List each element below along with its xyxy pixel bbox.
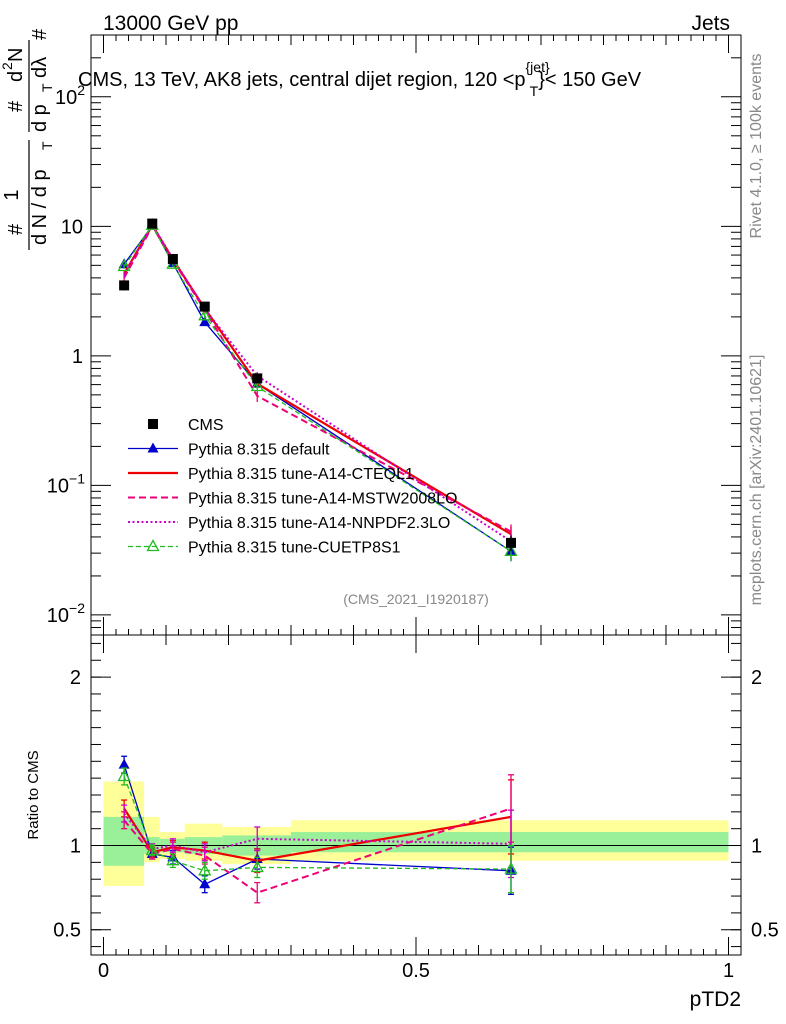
main-point-cms — [506, 537, 516, 548]
ylabel-N: N — [5, 48, 27, 62]
x-axis-label: pTD2 — [690, 988, 741, 1011]
legend-point-cms — [148, 419, 158, 429]
main-ytick-label: 1 — [72, 346, 83, 368]
main-series — [117, 217, 518, 562]
ratio-ticks: 0.5 0.5 1 1 2 2 0 0.5 1 — [53, 635, 779, 982]
main-ytick-label: 10−2 — [47, 600, 85, 627]
ratio-series — [117, 755, 518, 904]
main-ytick-label: 102 — [55, 82, 85, 109]
legend-label-mstw: Pythia 8.315 tune-A14-MSTW2008LO — [188, 491, 457, 508]
main-ticks: 10−2 10−1 1 10 102 — [47, 34, 741, 636]
main-point-cuetp8s1 — [250, 379, 264, 392]
legend-label-cteql1: Pythia 8.315 tune-A14-CTEQL1 — [188, 466, 414, 483]
analysis-id: (CMS_2021_I1920187) — [343, 591, 489, 607]
ratio-point-cuetp8s1 — [166, 853, 180, 866]
main-panel: 10−2 10−1 1 10 102 CMS, 13 TeV, AK8 jets, ce… — [47, 34, 742, 636]
main-point-cuetp8s1 — [198, 308, 212, 321]
ylabel-dn-dpt-sub: T — [39, 141, 55, 150]
main-point-cuetp8s1 — [117, 259, 131, 272]
x-tick-label: 0 — [98, 960, 109, 982]
ratio-ytick-label: 2 — [70, 667, 81, 689]
legend-label-cms: CMS — [188, 417, 224, 434]
ratio-series-cuetp8s1 — [117, 767, 518, 894]
ylabel-dpt-sub: T — [39, 83, 55, 92]
main-line-cuetp8s1 — [123, 223, 512, 552]
main-series-cms — [119, 218, 516, 552]
main-series-default — [118, 219, 517, 562]
main-series-cuetp8s1 — [117, 217, 518, 562]
ratio-ytick-label: 0.5 — [53, 920, 81, 942]
ratio-y-label: Ratio to CMS — [25, 750, 42, 839]
x-tick-label: 1 — [723, 960, 734, 982]
ratio-line-mstw — [123, 807, 512, 894]
ratio-line-nnpdf — [123, 812, 512, 854]
legend-label-cuetp8s1: Pythia 8.315 tune-CUETP8S1 — [188, 540, 401, 557]
ratio-point-cuetp8s1 — [145, 843, 159, 856]
ylabel-one: 1 — [1, 189, 23, 200]
x-tick-label: 0.5 — [402, 960, 430, 982]
main-point-cms — [252, 373, 263, 384]
legend-point-cuetp8s1 — [146, 539, 160, 552]
ylabel-hash-2: # — [5, 100, 27, 112]
main-title: CMS, 13 TeV, AK8 jets, central dijet reg… — [78, 59, 642, 99]
ratio-point-cuetp8s1 — [198, 863, 212, 876]
legend-label-nnpdf: Pythia 8.315 tune-A14-NNPDF2.3LO — [188, 515, 450, 532]
ratio-panel: 0.5 0.5 1 1 2 2 0 0.5 1 Ratio to CMS pTD2 — [25, 634, 779, 1011]
main-point-cms — [147, 218, 158, 229]
main-point-cms — [119, 280, 130, 291]
ratio-point-cuetp8s1 — [504, 861, 518, 874]
ratio-ytick-label-right: 1 — [751, 836, 762, 858]
ratio-point-cuetp8s1 — [117, 769, 131, 782]
ylabel-dpt: d p — [29, 104, 51, 132]
main-ytick-label: 10−1 — [47, 470, 85, 497]
ylabel-d: d — [5, 71, 27, 82]
ylabel-dlambda: dλ — [29, 57, 51, 78]
ylabel-hash: # — [5, 223, 27, 235]
header-energy: 13000 GeV pp — [103, 12, 238, 35]
ratio-point-cuetp8s1 — [250, 860, 264, 873]
main-ytick-label: 10 — [61, 216, 83, 238]
side-label-rivet: Rivet 4.1.0, ≥ 100k events — [748, 54, 765, 239]
main-point-cuetp8s1 — [504, 543, 518, 556]
main-y-axis-label: # 1 d N / d p T # d 2 N d p T dλ # — [0, 28, 55, 250]
ratio-frame — [90, 634, 742, 956]
ylabel-hash-3: # — [29, 28, 51, 40]
ratio-ytick-label-right: 2 — [751, 667, 762, 689]
ylabel-d-sup: 2 — [0, 62, 15, 70]
ratio-line-cuetp8s1 — [123, 776, 512, 872]
main-point-cms — [199, 301, 210, 312]
side-label-mcplots: mcplots.cern.ch [arXiv:2401.10621] — [748, 355, 765, 606]
ylabel-dn-dpt: d N / d p — [29, 169, 51, 245]
ratio-point-default — [118, 758, 130, 769]
main-point-cms — [167, 253, 178, 264]
ratio-ytick-label: 1 — [70, 836, 81, 858]
legend-point-default — [147, 442, 159, 453]
ratio-point-default — [199, 878, 211, 889]
main-point-default — [199, 316, 211, 327]
main-line-nnpdf — [123, 222, 512, 543]
legend: CMS Pythia 8.315 default Pythia 8.315 tune… — [128, 417, 457, 557]
legend-label-default: Pythia 8.315 default — [188, 442, 330, 459]
header-process: Jets — [691, 12, 730, 35]
ratio-ytick-label-right: 0.5 — [751, 920, 779, 942]
